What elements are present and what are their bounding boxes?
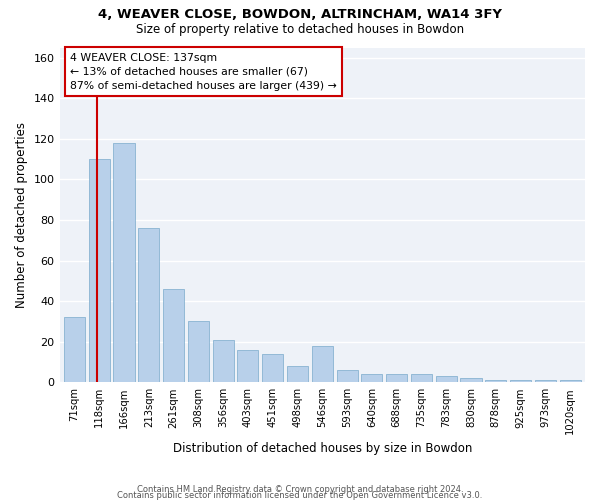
Bar bbox=[312, 346, 333, 383]
Text: 4, WEAVER CLOSE, BOWDON, ALTRINCHAM, WA14 3FY: 4, WEAVER CLOSE, BOWDON, ALTRINCHAM, WA1… bbox=[98, 8, 502, 20]
Bar bbox=[212, 340, 233, 382]
Bar bbox=[535, 380, 556, 382]
Bar bbox=[238, 350, 259, 382]
Bar bbox=[287, 366, 308, 382]
Text: Contains public sector information licensed under the Open Government Licence v3: Contains public sector information licen… bbox=[118, 491, 482, 500]
Bar bbox=[485, 380, 506, 382]
Bar bbox=[510, 380, 531, 382]
Bar bbox=[411, 374, 432, 382]
Bar bbox=[386, 374, 407, 382]
Bar bbox=[188, 322, 209, 382]
Text: Contains HM Land Registry data © Crown copyright and database right 2024.: Contains HM Land Registry data © Crown c… bbox=[137, 484, 463, 494]
Bar bbox=[262, 354, 283, 382]
Text: Size of property relative to detached houses in Bowdon: Size of property relative to detached ho… bbox=[136, 22, 464, 36]
Bar bbox=[361, 374, 382, 382]
Y-axis label: Number of detached properties: Number of detached properties bbox=[15, 122, 28, 308]
Bar bbox=[337, 370, 358, 382]
Bar bbox=[163, 289, 184, 382]
Bar bbox=[64, 318, 85, 382]
Bar bbox=[113, 143, 134, 382]
Bar bbox=[560, 380, 581, 382]
X-axis label: Distribution of detached houses by size in Bowdon: Distribution of detached houses by size … bbox=[173, 442, 472, 455]
Text: 4 WEAVER CLOSE: 137sqm
← 13% of detached houses are smaller (67)
87% of semi-det: 4 WEAVER CLOSE: 137sqm ← 13% of detached… bbox=[70, 52, 337, 90]
Bar bbox=[436, 376, 457, 382]
Bar bbox=[460, 378, 482, 382]
Bar bbox=[89, 159, 110, 382]
Bar bbox=[138, 228, 160, 382]
